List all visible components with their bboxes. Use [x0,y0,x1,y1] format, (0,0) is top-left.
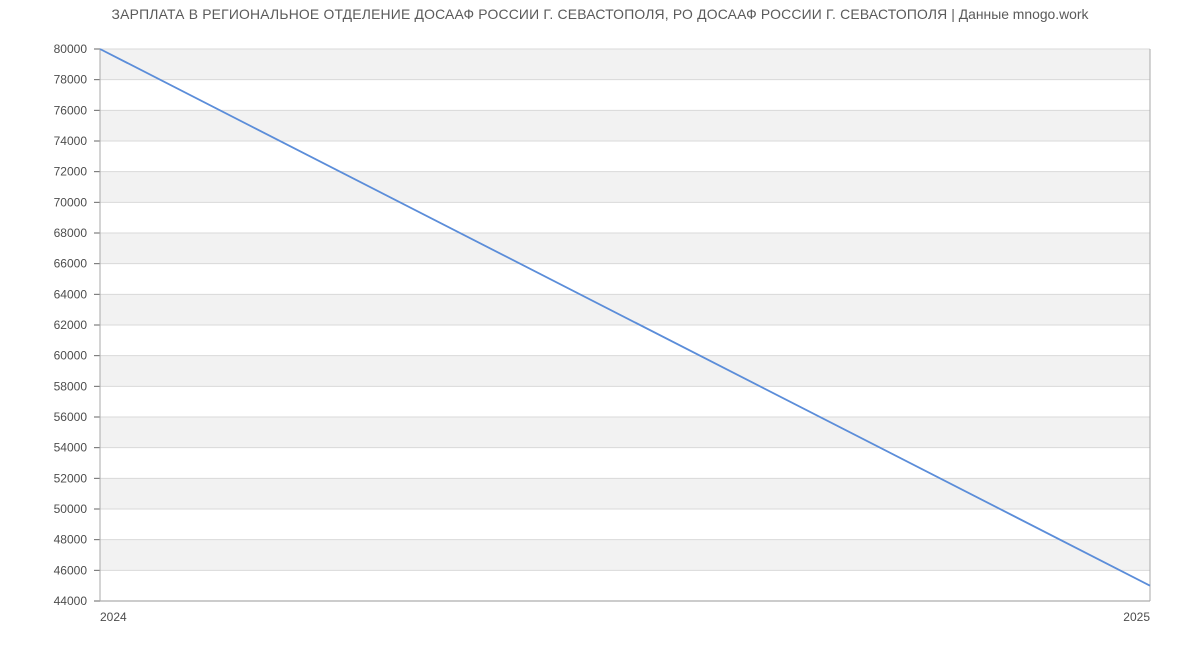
svg-text:78000: 78000 [54,73,88,87]
svg-text:44000: 44000 [54,594,88,608]
svg-text:60000: 60000 [54,349,88,363]
svg-text:56000: 56000 [54,410,88,424]
svg-text:2024: 2024 [100,610,127,624]
svg-text:66000: 66000 [54,257,88,271]
svg-text:2025: 2025 [1123,610,1150,624]
svg-text:48000: 48000 [54,533,88,547]
svg-text:64000: 64000 [54,287,88,301]
svg-text:58000: 58000 [54,379,88,393]
svg-text:70000: 70000 [54,195,88,209]
svg-text:46000: 46000 [54,563,88,577]
svg-text:80000: 80000 [54,42,88,56]
svg-text:68000: 68000 [54,226,88,240]
svg-text:74000: 74000 [54,134,88,148]
svg-text:76000: 76000 [54,103,88,117]
svg-text:62000: 62000 [54,318,88,332]
svg-text:54000: 54000 [54,441,88,455]
svg-text:52000: 52000 [54,471,88,485]
svg-text:72000: 72000 [54,165,88,179]
svg-text:50000: 50000 [54,502,88,516]
